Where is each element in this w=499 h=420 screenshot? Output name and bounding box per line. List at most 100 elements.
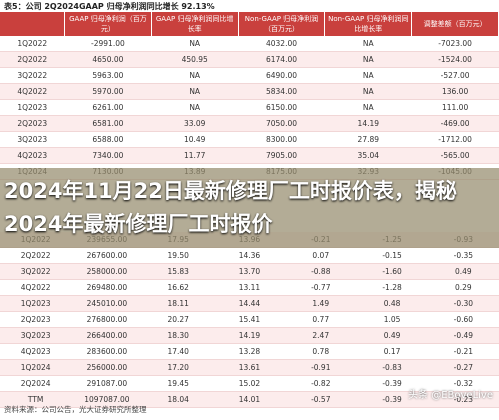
cell: 0.48 (356, 295, 428, 312)
cell: NA (151, 99, 239, 116)
cell: 18.11 (142, 295, 214, 312)
cell: 5970.00 (64, 83, 152, 100)
row-label: TTM (0, 391, 72, 408)
cell: -527.00 (411, 67, 499, 84)
cell: 7905.00 (238, 147, 325, 164)
cell: 7340.00 (64, 147, 152, 164)
cell: 17.20 (142, 359, 214, 376)
row-label: 2Q2023 (0, 115, 65, 132)
cell: -1524.00 (411, 51, 499, 68)
cell: 136.00 (411, 83, 499, 100)
cell: 16.62 (142, 279, 214, 296)
cell: 6581.00 (64, 115, 152, 132)
cell: 18.30 (142, 327, 214, 344)
cell: -0.39 (356, 375, 428, 392)
cell: 15.02 (213, 375, 286, 392)
row-label: 2Q2024 (0, 375, 72, 392)
table-row: 4Q2023 283600.00 17.40 13.28 0.78 0.17 -0.21 (0, 343, 499, 360)
table-row: 1Q2024 256000.00 17.20 13.61 -0.91 -0.83 -0.27 (0, 359, 499, 376)
cell: -565.00 (411, 147, 499, 164)
caption: 表5：公司 2Q2024GAAP 归母净利润同比增长 92.13% (4, 2, 215, 11)
cell: 8300.00 (238, 131, 325, 148)
cell: 33.09 (151, 115, 239, 132)
cell: 111.00 (411, 99, 499, 116)
cell: NA (324, 83, 412, 100)
cell: 10.49 (151, 131, 239, 148)
table-row: 4Q2022 269480.00 16.62 13.11 -0.77 -1.28 0.29 (0, 279, 499, 296)
table-row: 2Q2023 276800.00 20.27 15.41 0.77 1.05 -0.60 (0, 311, 499, 328)
cell: -0.30 (427, 295, 499, 312)
cell: 0.17 (356, 343, 428, 360)
cell: 4650.00 (64, 51, 152, 68)
cell: -0.49 (427, 327, 499, 344)
row-label: 4Q2023 (0, 343, 72, 360)
cell: 7050.00 (238, 115, 325, 132)
cell: 291087.00 (71, 375, 143, 392)
bottom-table: 1Q2022239655.0017.9513.96-0.21-1.25-0.93… (0, 232, 499, 408)
cell: 0.07 (285, 247, 357, 264)
overlay-title: 2024年11月22日最新修理厂工时报价表，揭秘2024年最新修理厂工时报价 (4, 179, 457, 236)
header-cell: 调整差额（百万元） (411, 12, 499, 36)
header-cell: Non-GAAP 归母净利润（百万元） (238, 12, 326, 36)
source: 资料来源：公司公告，光大证券研究所整理 (4, 405, 147, 414)
cell: 256000.00 (71, 359, 143, 376)
cell: 0.77 (285, 311, 357, 328)
cell: 14.36 (213, 247, 286, 264)
cell: 6150.00 (238, 99, 325, 116)
cell: 13.11 (213, 279, 286, 296)
cell: 0.49 (427, 263, 499, 280)
cell: 18.04 (142, 391, 214, 408)
header-cell: Non-GAAP 归母净利润同比增长率 (324, 12, 413, 36)
table-row: 1Q2022 -2991.00 NA 4032.00 NA -7023.00 (0, 36, 499, 52)
cell: 13.70 (213, 263, 286, 280)
table-row: TTM 1097087.00 18.04 14.01 -0.57 -0.39 -0.23 (0, 391, 499, 408)
cell: 6490.00 (238, 67, 325, 84)
cell: 35.04 (324, 147, 412, 164)
cell: 19.45 (142, 375, 214, 392)
row-label: 4Q2023 (0, 147, 65, 164)
table-row: 4Q2022 5970.00 NA 5834.00 NA 136.00 (0, 83, 499, 100)
cell: 266400.00 (71, 327, 143, 344)
cell: 1097087.00 (71, 391, 143, 408)
cell: 6261.00 (64, 99, 152, 116)
cell: -2991.00 (64, 36, 152, 52)
header-cell: GAAP 归母净利润（百万元） (64, 12, 152, 36)
cell: 2.47 (285, 327, 357, 344)
row-label: 3Q2023 (0, 131, 65, 148)
cell: -0.82 (285, 375, 357, 392)
cell: -0.27 (427, 359, 499, 376)
cell: NA (151, 83, 239, 100)
cell: 245010.00 (71, 295, 143, 312)
cell: NA (324, 36, 412, 52)
cell: NA (324, 51, 412, 68)
row-label: 4Q2022 (0, 279, 72, 296)
row-label: 3Q2023 (0, 327, 72, 344)
cell: -0.88 (285, 263, 357, 280)
cell: 13.61 (213, 359, 286, 376)
cell: -1.28 (356, 279, 428, 296)
table-row: 3Q2023 6588.00 10.49 8300.00 27.89 -1712.00 (0, 131, 499, 148)
header-row: GAAP 归母净利润（百万元） GAAP 归母净利润同比增长率 Non-GAAP 归… (0, 12, 499, 36)
cell: 0.29 (427, 279, 499, 296)
cell: 14.19 (213, 327, 286, 344)
table-row: 3Q2022 5963.00 NA 6490.00 NA -527.00 (0, 67, 499, 84)
cell: -0.83 (356, 359, 428, 376)
cell: -1.60 (356, 263, 428, 280)
table-row: 2Q2022 4650.00 450.95 6174.00 NA -1524.00 (0, 51, 499, 68)
cell: 283600.00 (71, 343, 143, 360)
header-cell (0, 12, 65, 36)
row-label: 2Q2023 (0, 311, 72, 328)
row-label: 1Q2022 (0, 36, 65, 52)
cell: 14.44 (213, 295, 286, 312)
cell: 20.27 (142, 311, 214, 328)
top-table: GAAP 归母净利润（百万元） GAAP 归母净利润同比增长率 Non-GAAP 归… (0, 12, 499, 180)
cell: 27.89 (324, 131, 412, 148)
row-label: 2Q2022 (0, 51, 65, 68)
row-label: 3Q2022 (0, 67, 65, 84)
cell: -0.32 (427, 375, 499, 392)
row-label: 2Q2022 (0, 247, 72, 264)
cell: -0.60 (427, 311, 499, 328)
cell: NA (151, 36, 239, 52)
table-row: 3Q2022 258000.00 15.83 13.70 -0.88 -1.60 0.49 (0, 263, 499, 280)
